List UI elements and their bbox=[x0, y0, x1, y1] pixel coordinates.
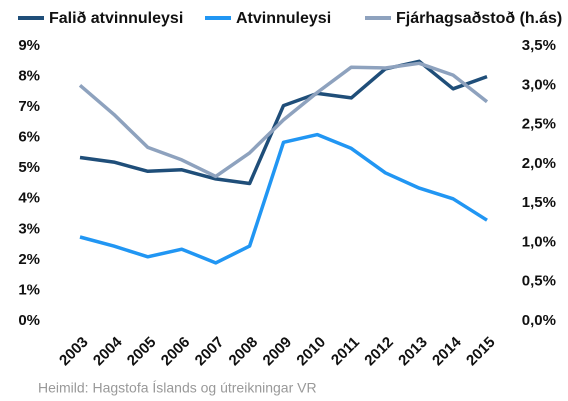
y-tick-label: 9% bbox=[18, 37, 40, 54]
x-tick-label: 2013 bbox=[395, 334, 431, 370]
y-tick-label: 8% bbox=[18, 68, 40, 85]
x-tick-label: 2015 bbox=[463, 334, 499, 370]
x-tick-label: 2005 bbox=[124, 334, 160, 370]
source: Heimild: Hagstofa Íslands og útreikninga… bbox=[38, 380, 317, 396]
legend-label: Fjárhagsaðstoð (h.ás) bbox=[396, 10, 562, 27]
x-tick-label: 2007 bbox=[192, 334, 228, 370]
y2-tick-label: 0,0% bbox=[522, 312, 556, 329]
x-tick-label: 2012 bbox=[361, 334, 397, 370]
y-tick-label: 1% bbox=[18, 281, 40, 298]
y-tick-label: 0% bbox=[18, 312, 40, 329]
y2-tick-label: 3,0% bbox=[522, 76, 556, 93]
series-line bbox=[78, 61, 489, 179]
y-tick-label: 2% bbox=[18, 251, 40, 268]
series-line bbox=[79, 132, 488, 265]
y2-tick-label: 1,0% bbox=[522, 233, 556, 250]
x-tick-label: 2011 bbox=[328, 334, 363, 369]
x-tick-label: 2003 bbox=[56, 334, 92, 370]
x-tick-label: 2009 bbox=[260, 334, 296, 370]
y2-tick-label: 3,5% bbox=[522, 37, 556, 54]
series-line bbox=[79, 59, 488, 186]
y2-tick-label: 2,5% bbox=[522, 116, 556, 133]
x-tick-label: 2010 bbox=[293, 334, 329, 370]
y-tick-label: 7% bbox=[18, 98, 40, 115]
y2-tick-label: 0,5% bbox=[522, 273, 556, 290]
legend-label: Atvinnuleysi bbox=[236, 10, 331, 27]
legend-label: Falið atvinnuleysi bbox=[49, 10, 183, 27]
y2-tick-label: 1,5% bbox=[522, 194, 556, 211]
x-tick-label: 2014 bbox=[429, 333, 465, 369]
y-tick-label: 4% bbox=[18, 190, 40, 207]
x-tick-label: 2006 bbox=[158, 334, 194, 370]
y-tick-label: 6% bbox=[18, 129, 40, 146]
y-tick-label: 3% bbox=[18, 220, 40, 237]
y-tick-label: 5% bbox=[18, 159, 40, 176]
y2-tick-label: 2,0% bbox=[522, 155, 556, 172]
x-tick-label: 2004 bbox=[90, 333, 126, 369]
x-tick-label: 2008 bbox=[226, 334, 262, 370]
